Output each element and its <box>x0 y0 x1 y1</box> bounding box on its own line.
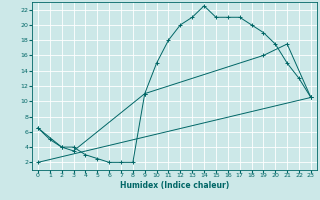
X-axis label: Humidex (Indice chaleur): Humidex (Indice chaleur) <box>120 181 229 190</box>
